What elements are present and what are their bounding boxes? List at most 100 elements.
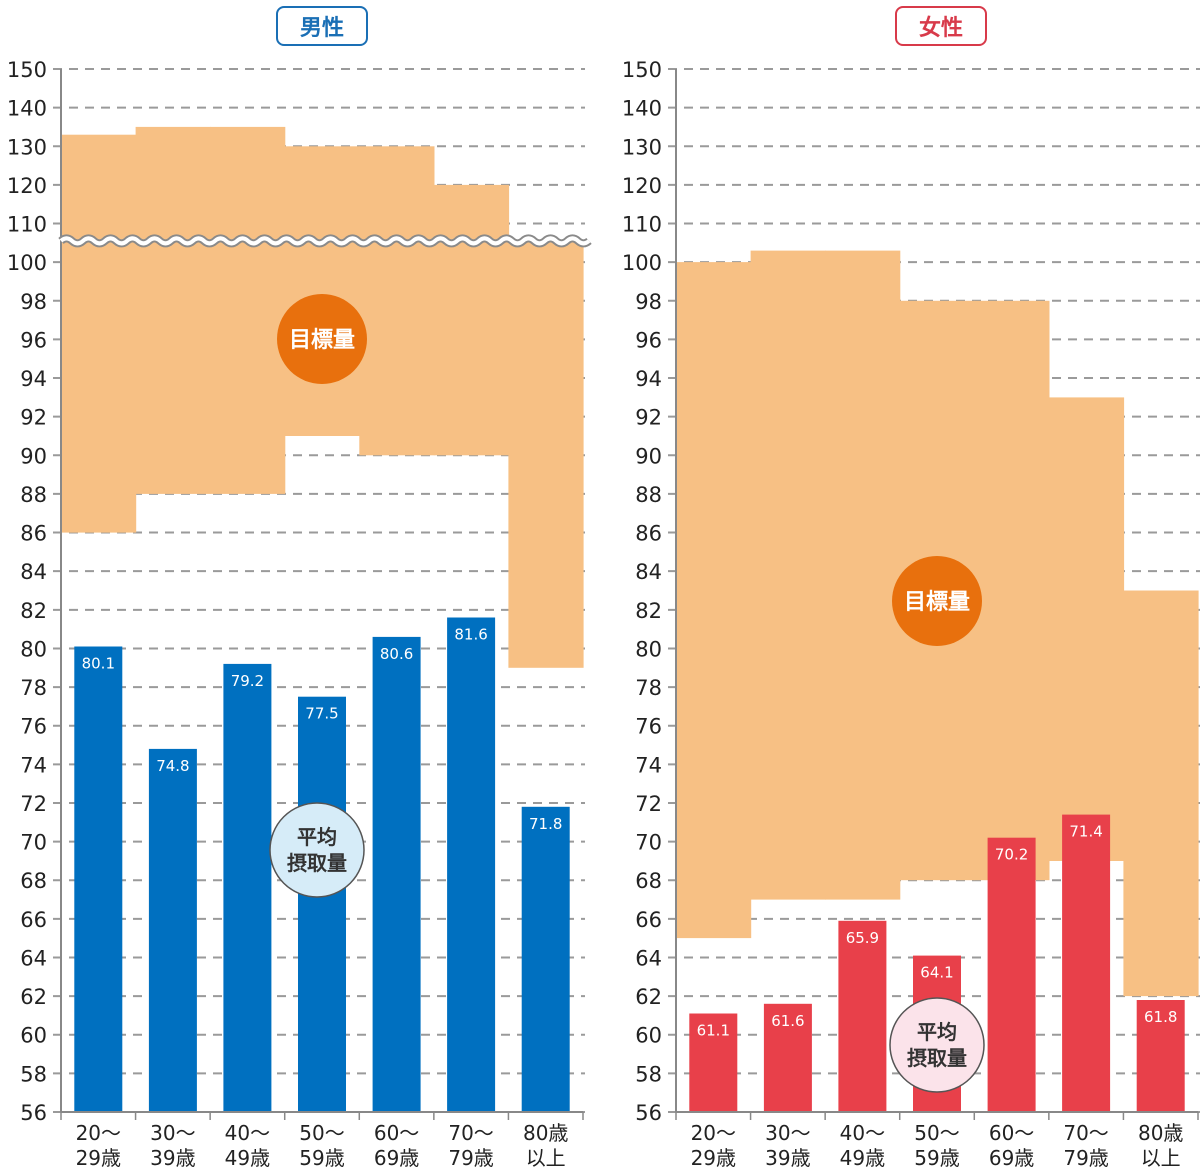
- y-tick-label: 82: [20, 599, 47, 623]
- men-chart-panel: 男性 56 58 60 62 64 66 68 70 72 74 76 78 80 82 84 86 88 90 9…: [7, 6, 592, 1169]
- data-label: 71.8: [529, 815, 562, 833]
- target-range-0: [676, 262, 752, 939]
- y-tick-label: 68: [635, 869, 662, 893]
- data-label: 74.8: [156, 757, 189, 775]
- x-tick-label-line: 以上: [526, 1146, 566, 1169]
- y-tick-label: 60: [20, 1024, 47, 1048]
- x-tick-label: 60〜 69歳: [374, 1121, 419, 1169]
- x-tick-label-line: 29歳: [76, 1146, 121, 1169]
- intake-badge-label-line: 平均: [917, 1020, 957, 1044]
- intake-badge-label: 平均摂取量: [907, 1020, 967, 1070]
- x-tick-label-line: 80歳: [1138, 1121, 1183, 1145]
- y-tick-label: 64: [20, 946, 47, 970]
- y-tick-label: 62: [20, 985, 47, 1009]
- data-label: 71.4: [1069, 823, 1102, 841]
- y-tick-label: 56: [20, 1101, 47, 1125]
- bar-0: [689, 1013, 738, 1112]
- y-tick-label: 140: [622, 97, 662, 121]
- y-tick-label: 78: [20, 676, 47, 700]
- target-range-1: [135, 126, 211, 494]
- y-tick-label: 76: [635, 715, 662, 739]
- x-tick-label-line: 29歳: [691, 1146, 736, 1169]
- y-tick-label: 100: [7, 251, 47, 275]
- bars: 61.1 61.6 65.9 64.1 70.2 71.4 61.8: [689, 814, 1185, 1112]
- bar-4: [987, 837, 1036, 1112]
- data-label: 70.2: [995, 846, 1028, 864]
- x-tick-label: 50〜 59歳: [914, 1121, 959, 1169]
- y-tick-label: 78: [635, 676, 662, 700]
- y-tick-label: 150: [7, 58, 47, 82]
- y-tick-label: 84: [635, 560, 662, 584]
- y-tick-label: 80: [635, 637, 662, 661]
- target-range-2: [210, 126, 286, 494]
- y-tick-label: 56: [635, 1101, 662, 1125]
- y-tick-label: 74: [20, 753, 47, 777]
- data-label: 80.1: [82, 655, 115, 673]
- data-label: 64.1: [920, 964, 953, 982]
- target-badge-label: 目標量: [904, 590, 970, 615]
- y-tick-label: 68: [20, 869, 47, 893]
- target-range-6: [508, 240, 584, 668]
- x-tick-label-line: 20〜: [691, 1121, 736, 1145]
- intake-badge-label-line: 摂取量: [287, 851, 347, 875]
- women-chart-title: 女性: [895, 6, 987, 46]
- y-tick-label: 92: [20, 406, 47, 430]
- data-label: 65.9: [846, 929, 879, 947]
- x-tick-label-line: 40〜: [840, 1121, 885, 1145]
- data-label: 79.2: [231, 672, 264, 690]
- y-tick-label: 120: [622, 174, 662, 198]
- x-tick-label-line: 20〜: [76, 1121, 121, 1145]
- x-tick-label: 80歳以上: [1138, 1121, 1183, 1169]
- bar-5: [447, 617, 496, 1112]
- y-tick-label: 130: [622, 135, 662, 159]
- x-tick-label-line: 70〜: [448, 1121, 493, 1145]
- x-tick-label-line: 49歳: [225, 1146, 270, 1169]
- x-tick-label-line: 69歳: [374, 1146, 419, 1169]
- y-tick-label: 66: [20, 908, 47, 932]
- bars: 80.1 74.8 79.2 77.5 80.6 81.6 71.8: [74, 617, 570, 1112]
- women-chart-panel: 女性 56 58 60 62 64 66 68 70 72 74 76 78 80 82 84 86 88 90 9…: [600, 0, 1200, 1169]
- y-tick-label: 86: [20, 522, 47, 546]
- x-tick-label: 30〜 39歳: [150, 1121, 195, 1169]
- target-badge: [892, 556, 982, 646]
- y-tick-label: 94: [20, 367, 47, 391]
- y-tick-label: 60: [635, 1024, 662, 1048]
- intake-badge: [889, 997, 985, 1093]
- x-tick-label: 20〜 29歳: [76, 1121, 121, 1169]
- x-tick-label: 40〜 49歳: [225, 1121, 270, 1169]
- bar-1: [763, 1003, 812, 1112]
- y-tick-label: 70: [635, 831, 662, 855]
- y-tick-label: 98: [20, 290, 47, 314]
- y-tick-label: 110: [622, 213, 662, 237]
- y-tick-label: 64: [635, 946, 662, 970]
- y-tick-label: 110: [7, 213, 47, 237]
- y-tick-label: 80: [20, 637, 47, 661]
- bar-6: [1136, 1000, 1185, 1112]
- x-tick-label-line: 79歳: [1063, 1146, 1108, 1169]
- target-range-6: [1123, 590, 1199, 997]
- y-tick-label: 90: [635, 444, 662, 468]
- y-tick-label: 88: [635, 483, 662, 507]
- target-range-4: [359, 146, 435, 456]
- y-tick-label: 70: [20, 831, 47, 855]
- y-tick-label: 130: [7, 135, 47, 159]
- target-range-0: [61, 134, 137, 533]
- y-tick-label: 120: [7, 174, 47, 198]
- x-tick-label: 70〜 79歳: [448, 1121, 493, 1169]
- x-tick-label-line: 70〜: [1063, 1121, 1108, 1145]
- y-tick-label: 90: [20, 444, 47, 468]
- y-tick-label: 76: [20, 715, 47, 739]
- bar-2: [223, 663, 272, 1112]
- x-tick-label-line: 30〜: [150, 1121, 195, 1145]
- x-tick-label-line: 60〜: [989, 1121, 1034, 1145]
- bar-1: [148, 748, 197, 1112]
- y-tick-label: 100: [622, 251, 662, 275]
- x-tick-label: 60〜 69歳: [989, 1121, 1034, 1169]
- y-tick-label: 74: [635, 753, 662, 777]
- x-tick-label-line: 80歳: [523, 1121, 568, 1145]
- y-tick-label: 92: [635, 406, 662, 430]
- intake-badge-label-line: 摂取量: [907, 1046, 967, 1070]
- x-tick-label: 50〜 59歳: [299, 1121, 344, 1169]
- data-label: 61.8: [1144, 1008, 1177, 1026]
- x-tick-label-line: 50〜: [299, 1121, 344, 1145]
